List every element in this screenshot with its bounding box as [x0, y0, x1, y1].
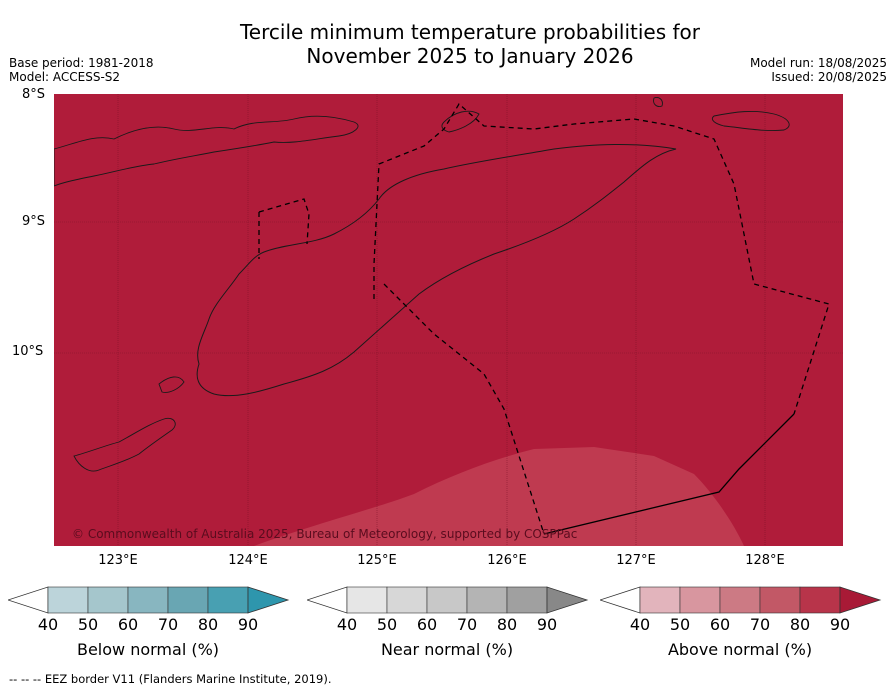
colorbar-near-normal — [307, 586, 589, 614]
colorbar-tick-label: 70 — [749, 615, 771, 634]
colorbar-segment — [207, 586, 249, 614]
colorbar-segment — [679, 586, 721, 614]
base-period: Base period: 1981-2018 — [9, 56, 154, 70]
colorbar-segment — [167, 586, 209, 614]
colorbar-tick-label: 80 — [496, 615, 518, 634]
atauro-coastline — [441, 110, 480, 133]
lon-label-125e: 125°E — [357, 553, 397, 568]
colorbar-segment — [799, 586, 841, 614]
above-normal-label: Above normal (%) — [667, 640, 813, 659]
lat-label-9s: 9°S — [22, 214, 46, 229]
colorbar-tick-label: 40 — [37, 615, 59, 634]
meta-left: Base period: 1981-2018 Model: ACCESS-S2 — [9, 56, 154, 84]
colorbar-tick-label: 90 — [237, 615, 259, 634]
colorbar-tick-label: 70 — [456, 615, 478, 634]
lat-label-8s: 8°S — [22, 87, 46, 102]
lon-label-128e: 128°E — [745, 553, 785, 568]
title-line-1: Tercile minimum temperature probabilitie… — [239, 20, 701, 44]
colorbar-segment — [47, 586, 89, 614]
colorbar-tick-label: 50 — [77, 615, 99, 634]
timor-coastline — [196, 144, 677, 397]
eez-solid-border — [543, 413, 795, 535]
lon-label-123e: 123°E — [98, 553, 138, 568]
lon-label-124e: 124°E — [228, 553, 268, 568]
colorbar-segment — [466, 586, 508, 614]
eez-border — [258, 102, 830, 535]
eez-footnote: -- -- -- EEZ border V11 (Flanders Marine… — [9, 672, 332, 686]
colorbar-tick-label: 80 — [197, 615, 219, 634]
graticule — [54, 94, 843, 546]
below-normal-label: Below normal (%) — [76, 640, 220, 659]
colorbar-tick-label: 60 — [709, 615, 731, 634]
colorbar-segment — [639, 586, 681, 614]
colorbar-tick-label: 40 — [629, 615, 651, 634]
alor-coastline — [54, 115, 359, 187]
above-normal-80-area — [254, 447, 744, 546]
colorbar-tick-label: 60 — [416, 615, 438, 634]
title-line-2: November 2025 to January 2026 — [306, 44, 634, 68]
lat-label-10s: 10°S — [12, 344, 44, 359]
colorbar-tick-label: 90 — [536, 615, 558, 634]
colorbar-segment — [127, 586, 169, 614]
colorbar-tick-label: 50 — [376, 615, 398, 634]
near-normal-label: Near normal (%) — [380, 640, 514, 659]
colorbar-segment — [759, 586, 801, 614]
lon-label-127e: 127°E — [616, 553, 656, 568]
colorbar-tick-label: 50 — [669, 615, 691, 634]
colorbar-segment — [506, 586, 548, 614]
colorbar-above-normal — [600, 586, 882, 614]
model-name: Model: ACCESS-S2 — [9, 70, 121, 84]
meta-right: Model run: 18/08/2025 Issued: 20/08/2025 — [750, 56, 887, 84]
semau-coastline — [158, 376, 185, 393]
above-normal-90-area — [54, 94, 843, 546]
colorbar-tick-label: 90 — [829, 615, 851, 634]
colorbar-segment — [719, 586, 761, 614]
small-island — [653, 97, 663, 107]
colorbar-tick-label: 40 — [336, 615, 358, 634]
issued-date: Issued: 20/08/2025 — [771, 70, 887, 84]
kisar-coastline — [711, 110, 790, 131]
lon-label-126e: 126°E — [487, 553, 527, 568]
rote-coastline — [73, 417, 176, 472]
colorbar-segment — [426, 586, 468, 614]
colorbar-segment — [87, 586, 129, 614]
colorbar-segment — [346, 586, 388, 614]
chart-title: Tercile minimum temperature probabilitie… — [150, 20, 790, 68]
colorbar-below-normal — [8, 586, 290, 614]
probability-map[interactable]: © Commonwealth of Australia 2025, Bureau… — [54, 94, 843, 546]
colorbar-tick-label: 80 — [789, 615, 811, 634]
model-run: Model run: 18/08/2025 — [749, 56, 887, 70]
copyright-text: © Commonwealth of Australia 2025, Bureau… — [72, 527, 577, 541]
colorbar-tick-label: 70 — [157, 615, 179, 634]
colorbar-segment — [386, 586, 428, 614]
colorbar-tick-label: 60 — [117, 615, 139, 634]
